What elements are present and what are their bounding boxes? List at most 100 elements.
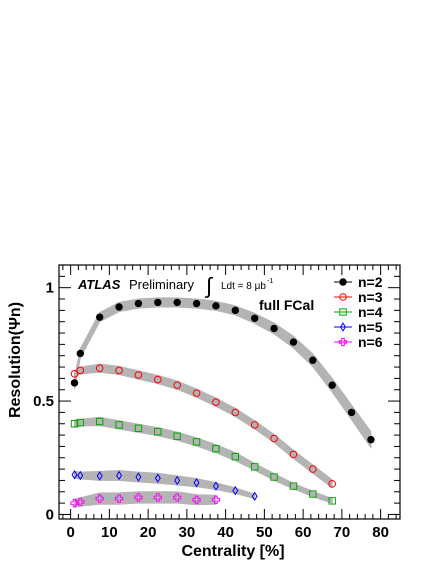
band-n=2	[74, 297, 372, 449]
point-n=4	[212, 444, 220, 453]
point-n=2	[95, 313, 104, 321]
point-n=2	[76, 349, 85, 358]
legend-label-n=3: n=3	[358, 289, 383, 305]
data-markers	[70, 298, 375, 508]
point-n=3	[192, 389, 201, 397]
point-n=3	[95, 364, 104, 372]
point-n=2	[212, 302, 220, 310]
x-axis-title: Centrality [%]	[181, 543, 284, 560]
point-n=5	[154, 473, 161, 483]
luminosity-exponent: -1	[267, 278, 273, 285]
point-n=5	[96, 471, 103, 481]
point-n=3	[154, 375, 162, 384]
point-n=3	[173, 381, 181, 389]
point-n=5	[232, 485, 239, 496]
point-n=2	[134, 299, 143, 308]
x-tick-label: 30	[179, 524, 196, 541]
x-tick-label: 0	[66, 524, 74, 541]
y-tick-label: 0.5	[33, 393, 54, 410]
legend-label-n=2: n=2	[358, 274, 383, 290]
legend-label-n=5: n=5	[358, 319, 383, 335]
point-n=3	[250, 421, 259, 429]
legend-label-n=6: n=6	[358, 334, 383, 350]
point-n=3	[289, 450, 298, 459]
band-n=3	[74, 363, 333, 489]
point-n=2	[173, 298, 181, 307]
detector-label: full FCal	[259, 297, 314, 313]
plot-frame	[58, 264, 401, 520]
band-n=5	[74, 470, 256, 500]
point-n=4	[250, 463, 259, 471]
legend: n=2n=3n=4n=5n=6	[334, 274, 383, 350]
point-n=6	[211, 495, 221, 504]
point-n=3	[134, 371, 143, 379]
point-n=5	[193, 477, 200, 488]
point-n=4	[70, 420, 79, 428]
point-n=3	[309, 465, 317, 473]
legend-marker-n=2	[339, 278, 347, 286]
point-n=2	[289, 338, 298, 346]
point-n=4	[231, 452, 240, 461]
x-tick-label: 50	[256, 524, 273, 541]
x-tick-label: 80	[372, 524, 389, 541]
x-tick-label: 40	[217, 524, 234, 541]
point-n=4	[154, 427, 162, 436]
axes: 0 10 20 30 40 50 60 70 80 0 0.5 1	[33, 264, 400, 541]
point-n=3	[212, 398, 220, 407]
point-n=2	[309, 356, 317, 364]
experiment-label: ATLAS	[77, 277, 121, 292]
luminosity-label: Ldt = 8 μb	[221, 281, 266, 292]
legend-label-n=4: n=4	[358, 304, 383, 320]
x-tick-label: 60	[295, 524, 312, 541]
point-n=4	[328, 497, 336, 505]
point-n=5	[135, 472, 142, 482]
point-n=4	[173, 432, 181, 440]
point-n=5	[77, 470, 84, 481]
legend-marker-n=3	[339, 293, 347, 301]
point-n=4	[115, 421, 123, 429]
point-n=6	[114, 494, 124, 503]
point-n=4	[95, 417, 104, 426]
point-n=6	[95, 494, 104, 503]
legend-marker-n=4	[339, 308, 347, 316]
point-n=3	[70, 370, 79, 378]
point-n=5	[174, 475, 181, 486]
integral-sign: ∫	[204, 273, 214, 298]
point-n=2	[154, 298, 162, 307]
point-n=4	[134, 424, 143, 432]
point-n=3	[231, 408, 240, 417]
point-n=3	[76, 366, 85, 375]
point-n=2	[270, 324, 278, 333]
band-n=6	[74, 491, 217, 508]
point-n=2	[250, 314, 259, 322]
point-n=6	[173, 493, 182, 502]
point-n=2	[231, 306, 240, 315]
y-axis-title: Resolution(Ψn)	[7, 302, 24, 418]
point-n=4	[192, 438, 201, 446]
point-n=2	[192, 299, 201, 308]
point-n=5	[212, 481, 219, 491]
point-n=3	[328, 480, 336, 488]
point-n=6	[76, 497, 85, 507]
point-n=6	[153, 493, 162, 502]
point-n=2	[367, 435, 375, 444]
point-n=5	[251, 491, 258, 502]
x-tick-label: 10	[101, 524, 118, 541]
status-label: Preliminary	[129, 277, 195, 292]
systematic-bands	[74, 297, 372, 508]
point-n=6	[70, 499, 79, 508]
point-n=4	[76, 418, 85, 427]
point-n=3	[270, 434, 278, 443]
x-tick-label: 20	[140, 524, 157, 541]
y-tick-label: 1	[46, 280, 54, 297]
point-n=4	[309, 490, 317, 498]
band-n=4	[74, 416, 333, 504]
point-n=2	[347, 408, 356, 417]
point-n=4	[270, 473, 278, 481]
point-n=4	[289, 482, 298, 490]
legend-marker-n=6	[338, 337, 348, 347]
x-tick-label: 70	[334, 524, 351, 541]
point-n=6	[192, 495, 201, 504]
point-n=6	[134, 493, 143, 502]
